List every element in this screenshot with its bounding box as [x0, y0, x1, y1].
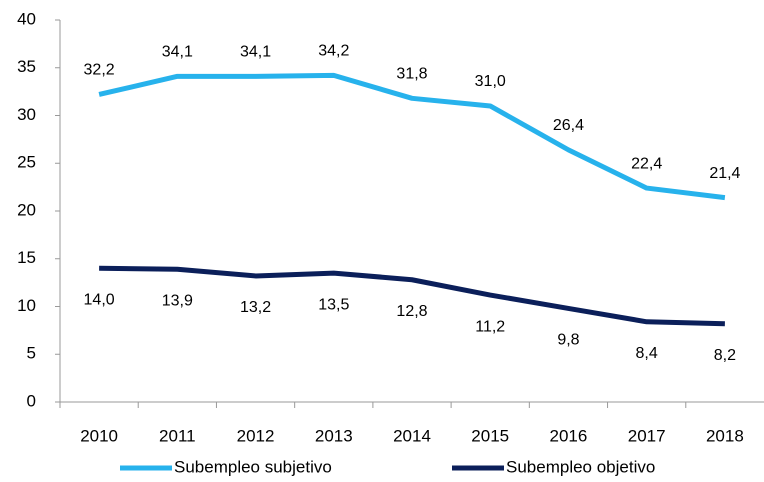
- x-tick-label: 2015: [471, 426, 509, 445]
- x-tick-label: 2011: [159, 426, 196, 445]
- data-label: 11,2: [475, 318, 505, 335]
- legend-label: Subempleo objetivo: [506, 457, 655, 476]
- y-tick-label: 35: [17, 57, 36, 76]
- data-label: 26,4: [553, 117, 584, 134]
- legend-label: Subempleo subjetivo: [174, 457, 332, 476]
- data-label: 34,2: [318, 43, 349, 60]
- data-label: 21,4: [709, 165, 740, 182]
- x-tick-label: 2017: [628, 426, 666, 445]
- series-line: [98, 72, 726, 201]
- data-label: 34,1: [240, 44, 271, 61]
- data-label: 34,1: [162, 44, 193, 61]
- x-tick-label: 2018: [706, 426, 744, 445]
- y-tick-label: 10: [17, 296, 36, 315]
- data-label: 13,2: [240, 299, 271, 316]
- x-tick-label: 2012: [237, 426, 275, 445]
- series-line: [99, 265, 725, 327]
- data-label: 12,8: [396, 303, 427, 320]
- data-label: 9,8: [557, 332, 579, 349]
- data-label: 31,0: [475, 73, 506, 90]
- y-tick-label: 40: [17, 9, 36, 28]
- y-tick-label: 5: [27, 344, 36, 363]
- y-tick-label: 30: [17, 105, 36, 124]
- data-label: 32,2: [84, 62, 115, 79]
- data-label: 8,4: [636, 345, 658, 362]
- data-label: 22,4: [631, 155, 662, 172]
- x-tick-label: 2013: [315, 426, 353, 445]
- data-label: 31,8: [396, 66, 427, 83]
- x-tick-label: 2010: [80, 426, 118, 445]
- data-label: 13,9: [162, 292, 193, 309]
- data-label: 14,0: [84, 292, 115, 309]
- data-label: 8,2: [714, 347, 736, 364]
- y-tick-label: 15: [17, 248, 36, 267]
- y-tick-label: 0: [27, 391, 36, 410]
- y-tick-label: 20: [17, 200, 36, 219]
- data-label: 13,5: [318, 296, 349, 313]
- x-tick-label: 2014: [393, 426, 431, 445]
- y-tick-label: 25: [17, 153, 36, 172]
- x-tick-label: 2016: [550, 426, 588, 445]
